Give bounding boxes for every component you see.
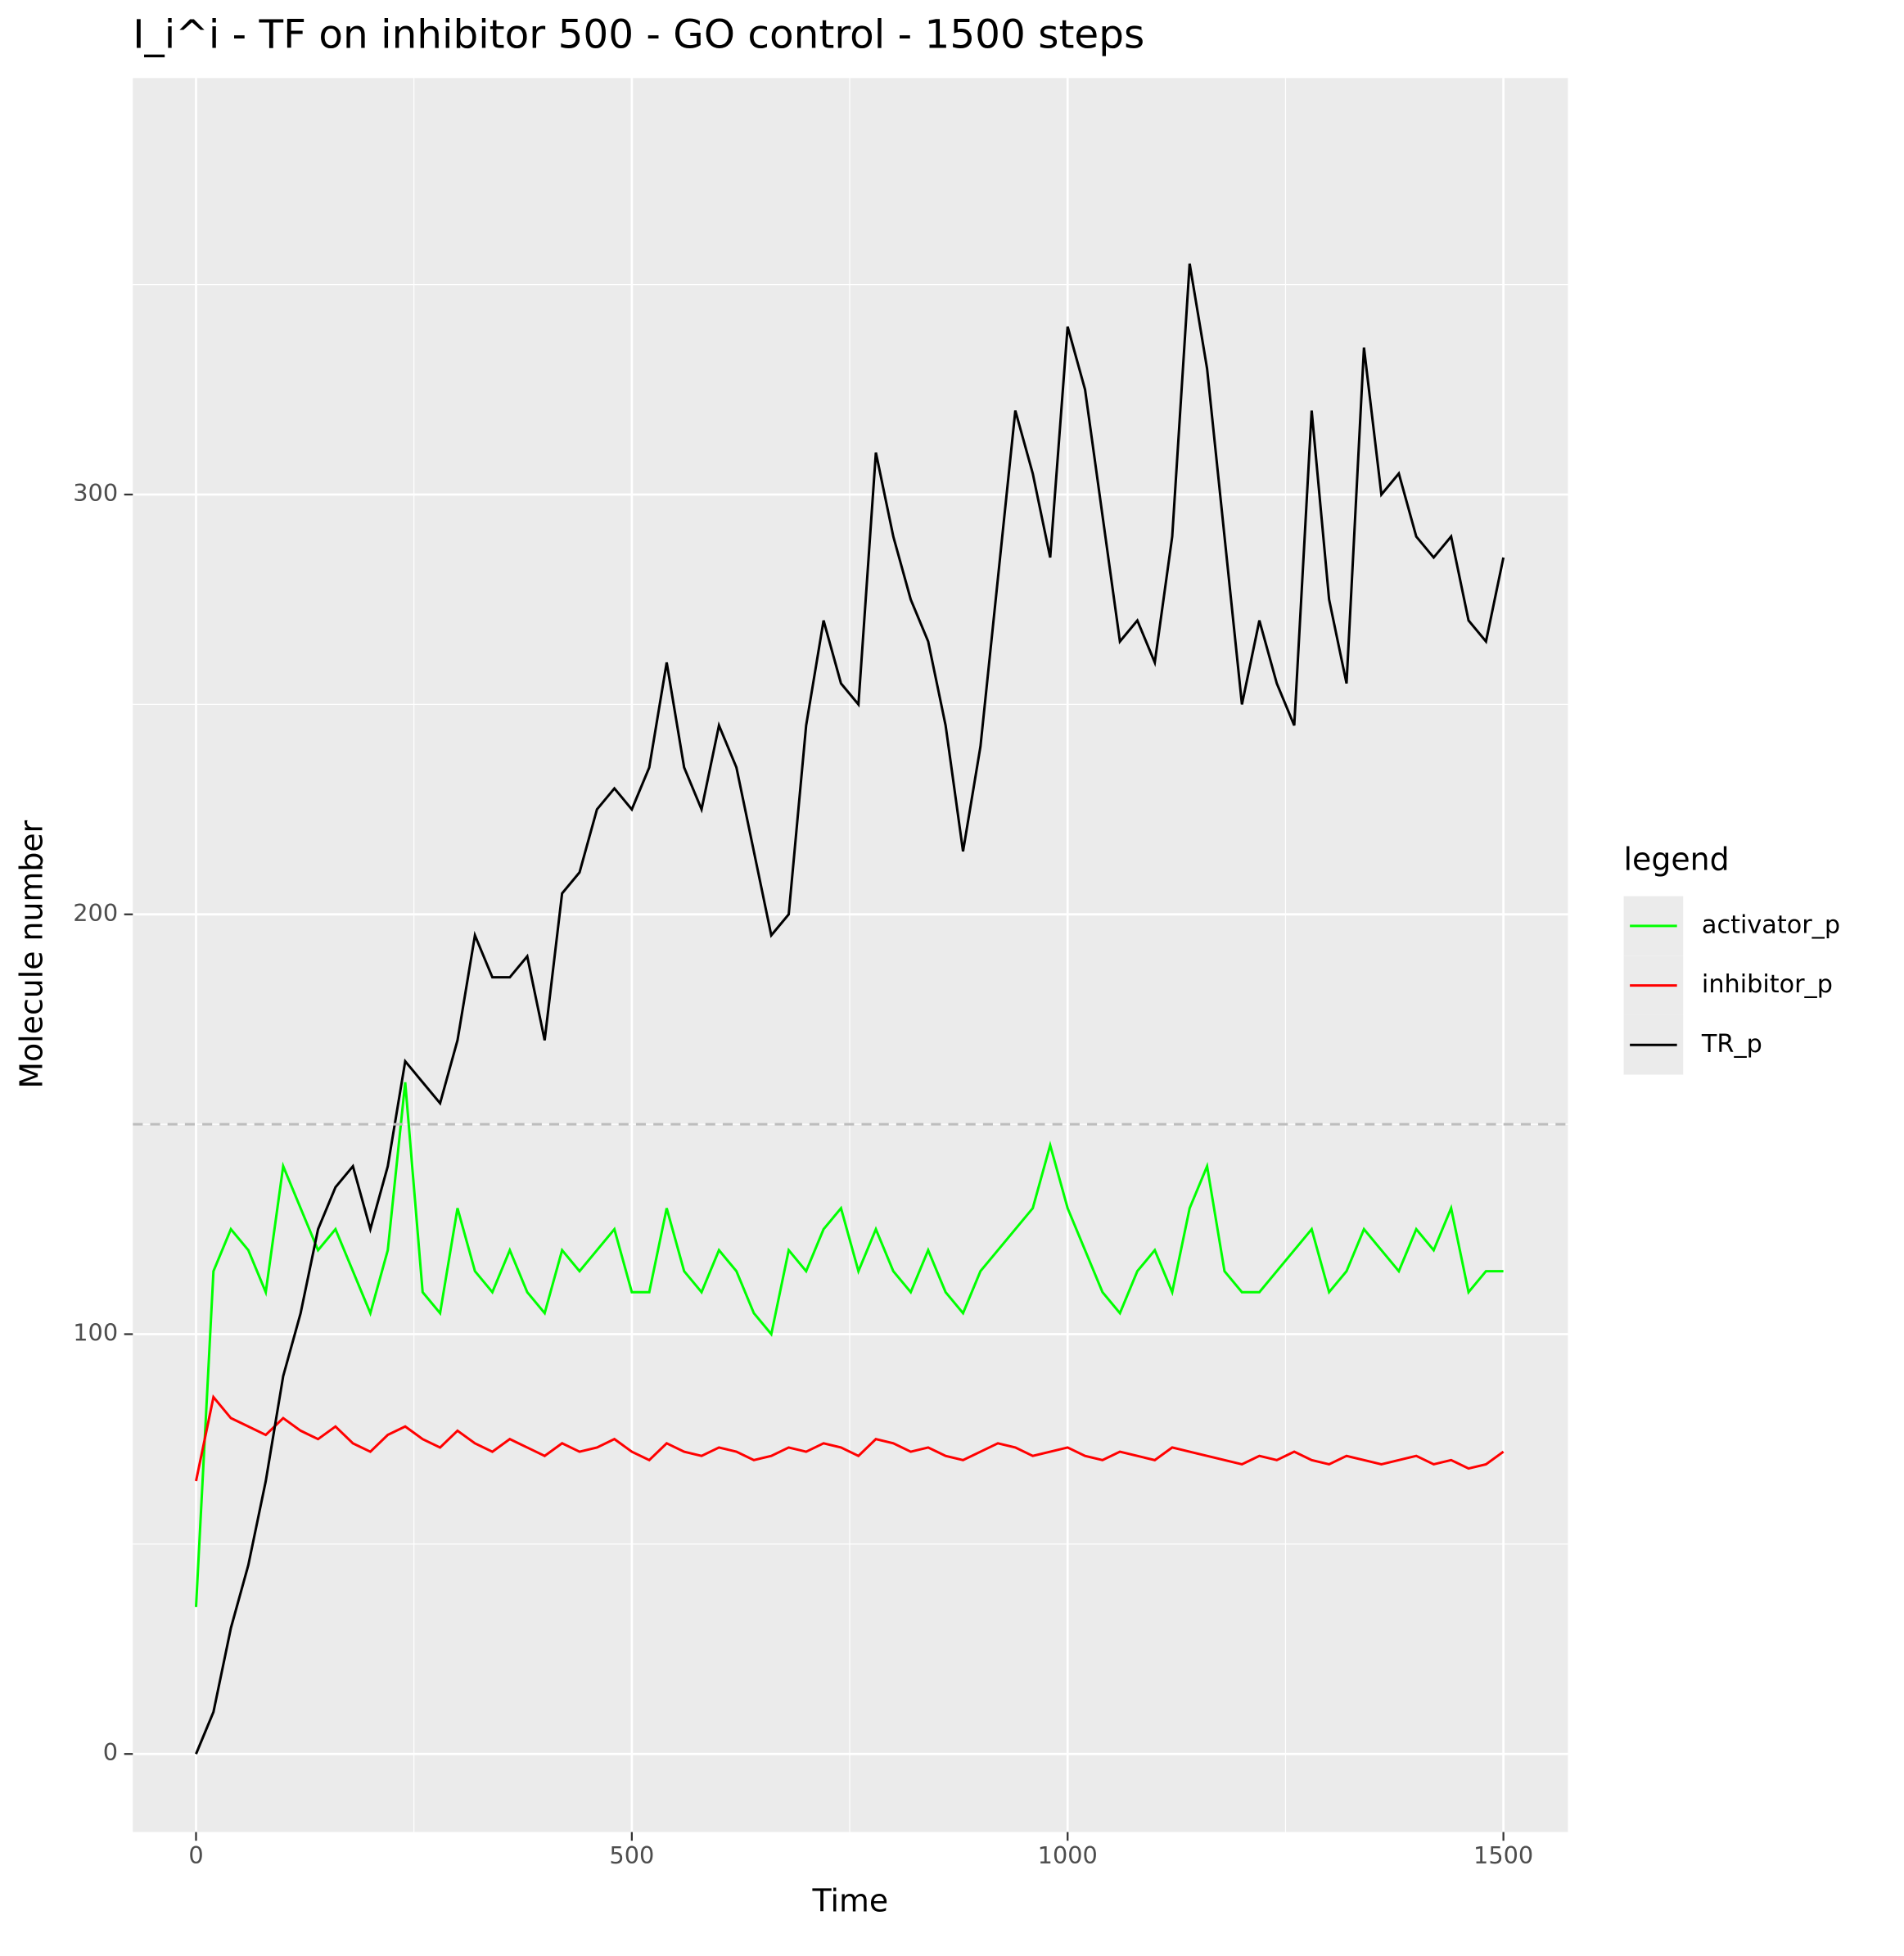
y-axis-title: Molecule number: [14, 820, 50, 1088]
legend-label: TR_p: [1701, 1030, 1762, 1059]
data-line: [194, 1082, 1504, 1607]
panel: [133, 78, 1568, 1832]
legend-title: legend: [1624, 842, 1730, 878]
x-axis-title: Time: [812, 1882, 889, 1918]
data-line: [194, 1394, 1505, 1482]
x-tick-label: 0: [188, 1841, 203, 1869]
data-line: [195, 263, 1505, 1755]
x-tick-label: 1000: [1038, 1841, 1098, 1869]
legend-label: activator_p: [1702, 910, 1840, 939]
y-tick-label: 100: [73, 1318, 118, 1346]
x-tick-label: 1500: [1473, 1841, 1533, 1869]
y-tick-label: 300: [73, 479, 118, 507]
x-tick-label: 500: [609, 1841, 654, 1869]
legend-label: inhibitor_p: [1702, 970, 1833, 999]
y-tick-label: 200: [73, 899, 118, 927]
y-tick-label: 0: [103, 1738, 118, 1766]
chart-title: I_i^i - TF on inhibitor 500 - GO control…: [133, 11, 1144, 57]
